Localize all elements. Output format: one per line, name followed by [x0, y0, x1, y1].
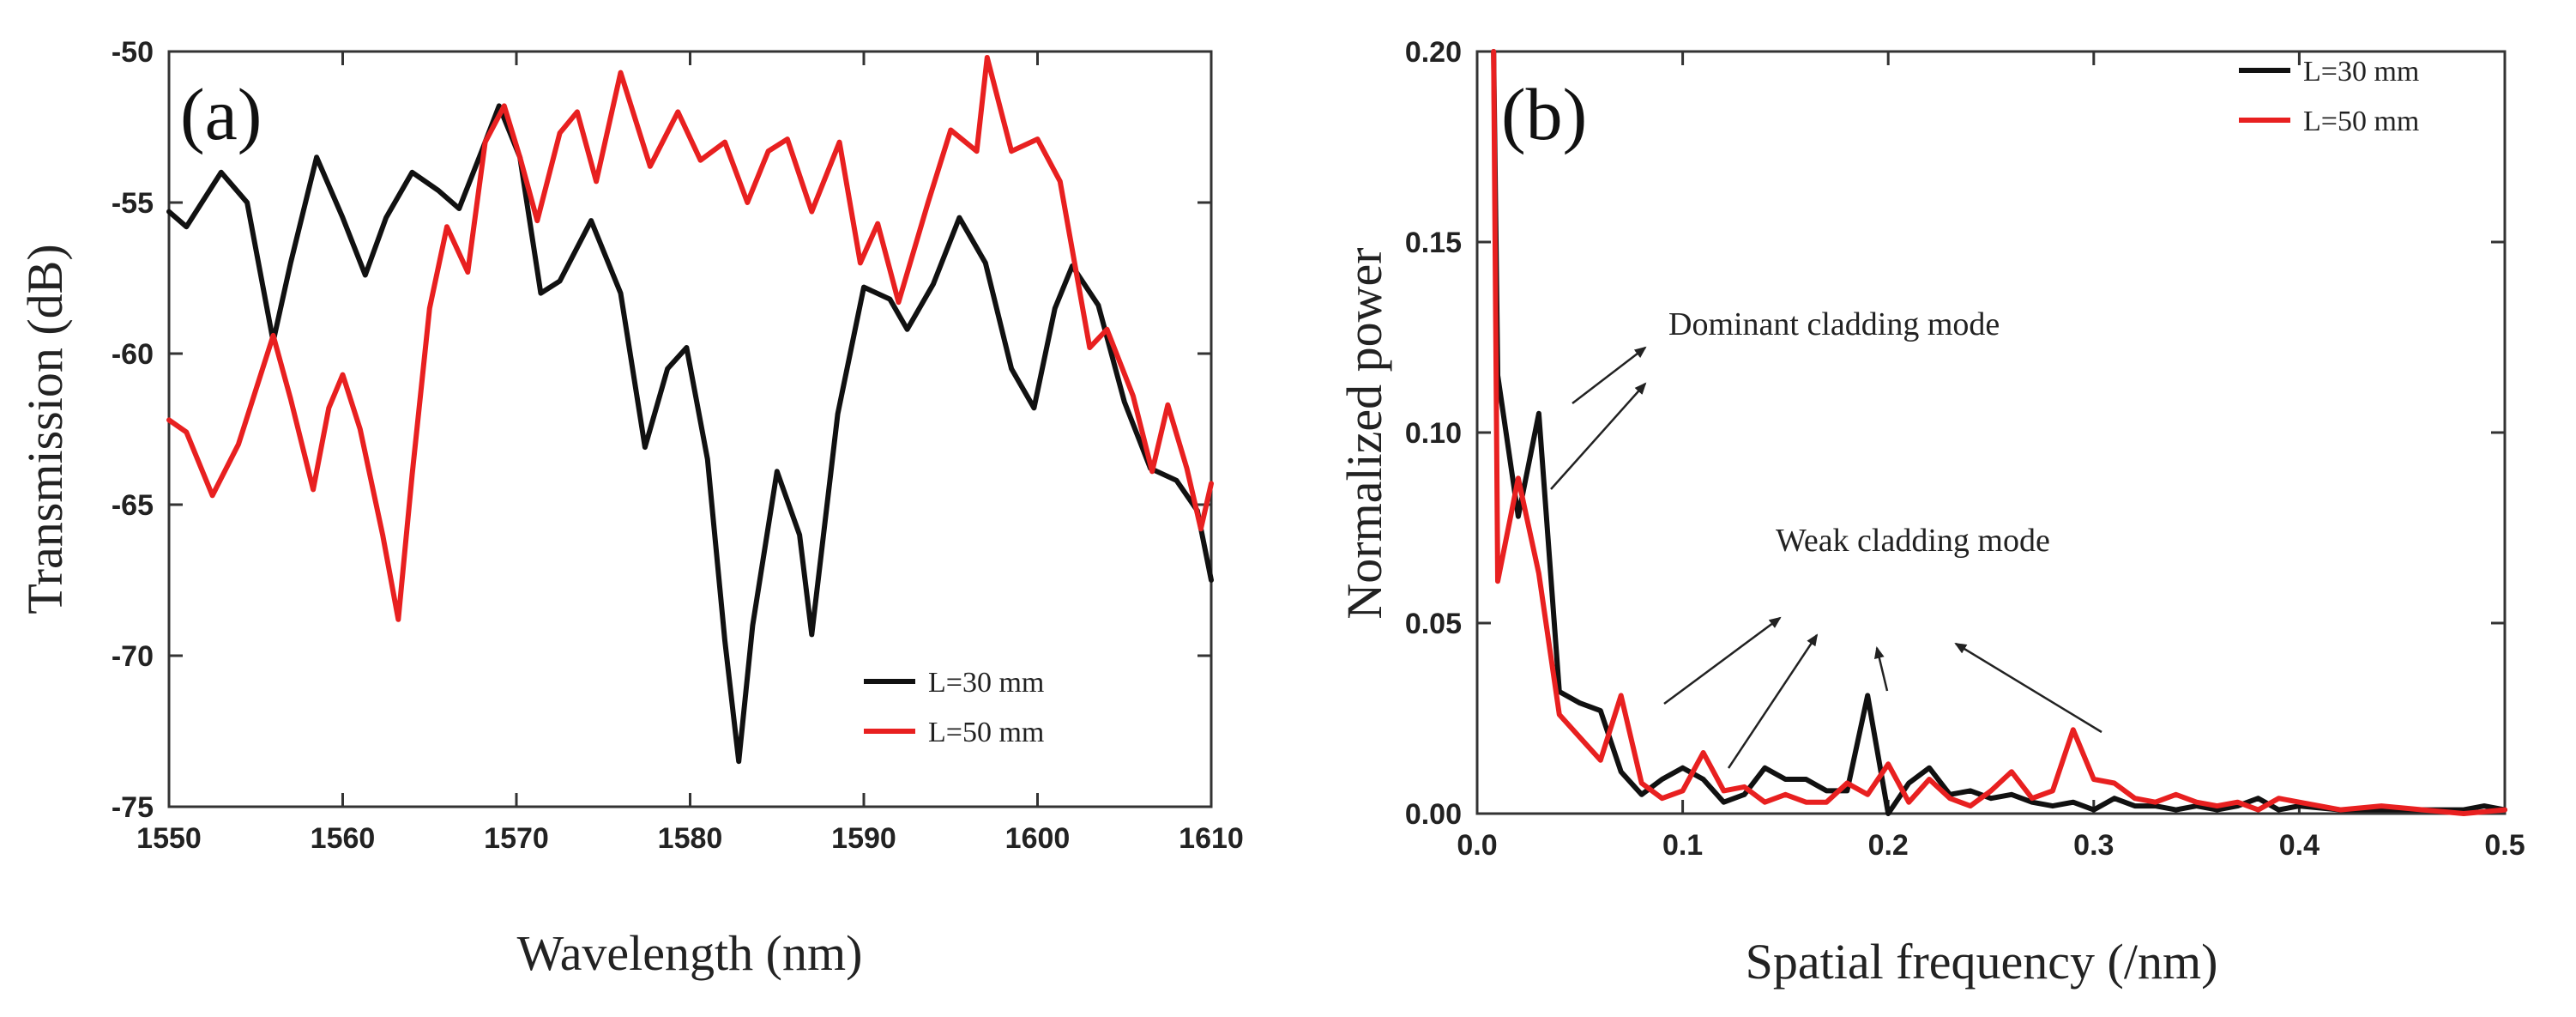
series-group-a — [166, 55, 1214, 765]
y-tick-label-b: 0.00 — [1405, 798, 1462, 831]
x-tick-label-b: 0.5 — [2484, 829, 2525, 862]
x-axis-title-b: Spatial frequency (/nm) — [1746, 934, 2218, 990]
arrow-weak-1 — [1663, 616, 1782, 705]
arrow-weak-2 — [1727, 633, 1819, 769]
x-tick-label-b: 0.1 — [1662, 829, 1703, 862]
chart-panel-b: 0.0 0.1 0.2 0.3 0.4 0.5 0.00 0.05 0.10 0.15 0.20 (… — [1336, 36, 2525, 990]
x-tick-label-b: 0.2 — [1868, 829, 1909, 862]
series-line-l30-a — [166, 103, 1214, 765]
x-tick-label-a: 1580 — [658, 822, 723, 855]
series-line-l30-b — [1491, 49, 2507, 816]
y-tick-label-a: -65 — [112, 489, 154, 522]
legend-b: L=30 mm L=50 mm — [2239, 56, 2419, 137]
axis-ticks-b: 0.0 0.1 0.2 0.3 0.4 0.5 0.00 0.05 0.10 0.15 0.20 — [1405, 36, 2525, 862]
x-tick-label-a: 1560 — [311, 822, 376, 855]
panel-label-b: (b) — [1501, 73, 1587, 155]
y-axis-title-b: Normalized power — [1336, 247, 1392, 619]
y-tick-label-b: 0.20 — [1405, 36, 1462, 69]
y-tick-label-a: -50 — [112, 36, 154, 69]
arrow-weak-3 — [1873, 646, 1889, 692]
arrow-dominant-1 — [1572, 346, 1647, 404]
x-tick-label-b: 0.4 — [2279, 829, 2320, 862]
x-tick-label-a: 1590 — [831, 822, 896, 855]
legend-a: L=30 mm L=50 mm — [864, 667, 1044, 748]
series-line-l50-b — [1491, 49, 2507, 816]
legend-label-l30-a: L=30 mm — [928, 667, 1044, 699]
y-axis-title-a: Transmission (dB) — [17, 244, 73, 614]
x-tick-label-b: 0.0 — [1457, 829, 1497, 862]
x-tick-label-a: 1570 — [484, 822, 549, 855]
x-tick-label-a: 1600 — [1005, 822, 1071, 855]
y-tick-label-b: 0.10 — [1405, 417, 1462, 450]
y-tick-label-a: -70 — [112, 640, 154, 673]
legend-label-l50-b: L=50 mm — [2303, 106, 2419, 137]
y-tick-label-b: 0.15 — [1405, 227, 1462, 259]
y-tick-label-a: -75 — [112, 791, 154, 824]
series-line-l50-a — [166, 55, 1214, 622]
x-tick-label-a: 1550 — [136, 822, 202, 855]
x-axis-title-a: Wavelength (nm) — [517, 925, 863, 981]
y-tick-label-b: 0.05 — [1405, 608, 1462, 640]
annotations-b: Dominant cladding mode Weak cladding mod… — [1550, 306, 2102, 769]
axis-ticks-a: 1550 1560 1570 1580 1590 1600 1610 -50 -55 -60 -65… — [112, 36, 1244, 855]
chart-panel-a: 1550 1560 1570 1580 1590 1600 1610 -50 -55 -60 -65… — [17, 36, 1244, 981]
plot-frame-b — [1475, 50, 2507, 815]
arrow-weak-4 — [1954, 642, 2102, 734]
arrow-dominant-2 — [1550, 382, 1647, 490]
annotation-dominant-cladding-mode: Dominant cladding mode — [1668, 306, 2000, 342]
legend-label-l50-a: L=50 mm — [928, 717, 1044, 748]
panel-label-a: (a) — [180, 73, 262, 155]
y-tick-label-a: -60 — [112, 338, 154, 371]
x-tick-label-a: 1610 — [1179, 822, 1244, 855]
y-tick-label-a: -55 — [112, 187, 154, 220]
series-group-b — [1491, 49, 2507, 816]
legend-label-l30-b: L=30 mm — [2303, 56, 2419, 88]
annotation-weak-cladding-mode: Weak cladding mode — [1776, 523, 2050, 559]
x-tick-label-b: 0.3 — [2073, 829, 2114, 862]
